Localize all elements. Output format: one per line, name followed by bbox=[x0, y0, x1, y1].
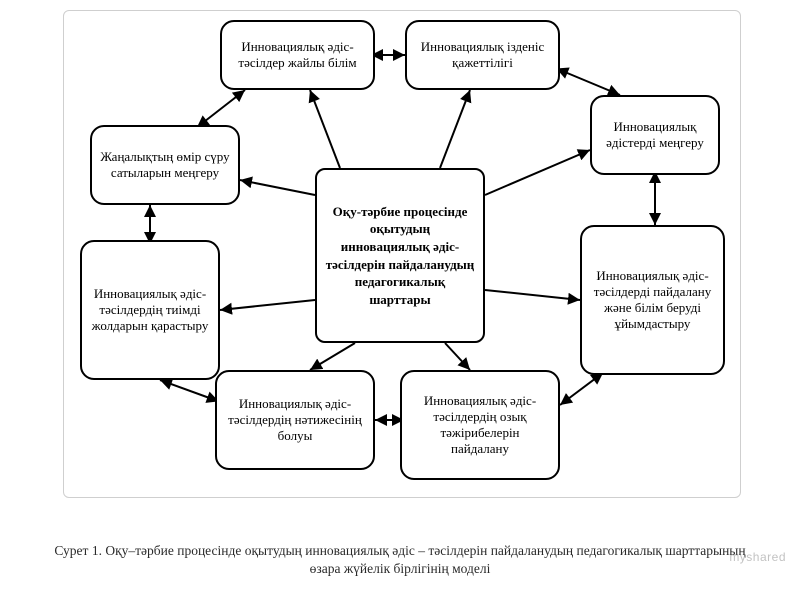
outer-node: Инновациялық ізденіс қажеттілігі bbox=[405, 20, 560, 90]
outer-node-text: Инновациялық әдіс-тәсілдердің нәтижесіні… bbox=[225, 396, 365, 445]
outer-node: Жаңалықтың өмір сүру сатыларын меңгеру bbox=[90, 125, 240, 205]
outer-node-text: Инновациялық әдіс-тәсілдерді пайдалану ж… bbox=[590, 268, 715, 333]
center-node: Оқу-тәрбие процесінде оқытудың инновация… bbox=[315, 168, 485, 343]
outer-node-text: Инновациялық ізденіс қажеттілігі bbox=[415, 39, 550, 72]
outer-node-text: Инновациялық әдістерді меңгеру bbox=[600, 119, 710, 152]
outer-node-text: Жаңалықтың өмір сүру сатыларын меңгеру bbox=[100, 149, 230, 182]
outer-node: Инновациялық әдіс-тәсілдердің нәтижесіні… bbox=[215, 370, 375, 470]
outer-node: Инновациялық әдіс-тәсілдерді пайдалану ж… bbox=[580, 225, 725, 375]
outer-node: Инновациялық әдістерді меңгеру bbox=[590, 95, 720, 175]
center-node-text: Оқу-тәрбие процесінде оқытудың инновация… bbox=[325, 203, 475, 308]
outer-node: Инновациялық әдіс-тәсілдердің озық тәжір… bbox=[400, 370, 560, 480]
outer-node: Инновациялық әдіс-тәсілдер жайлы білім bbox=[220, 20, 375, 90]
outer-node-text: Инновациялық әдіс-тәсілдердің озық тәжір… bbox=[410, 393, 550, 458]
outer-node: Инновациялық әдіс-тәсілдердің тиімді жол… bbox=[80, 240, 220, 380]
figure-caption: Сурет 1. Оқу–тәрбие процесінде оқытудың … bbox=[0, 542, 800, 578]
outer-node-text: Инновациялық әдіс-тәсілдер жайлы білім bbox=[230, 39, 365, 72]
watermark: myshared bbox=[729, 550, 786, 564]
outer-node-text: Инновациялық әдіс-тәсілдердің тиімді жол… bbox=[90, 286, 210, 335]
